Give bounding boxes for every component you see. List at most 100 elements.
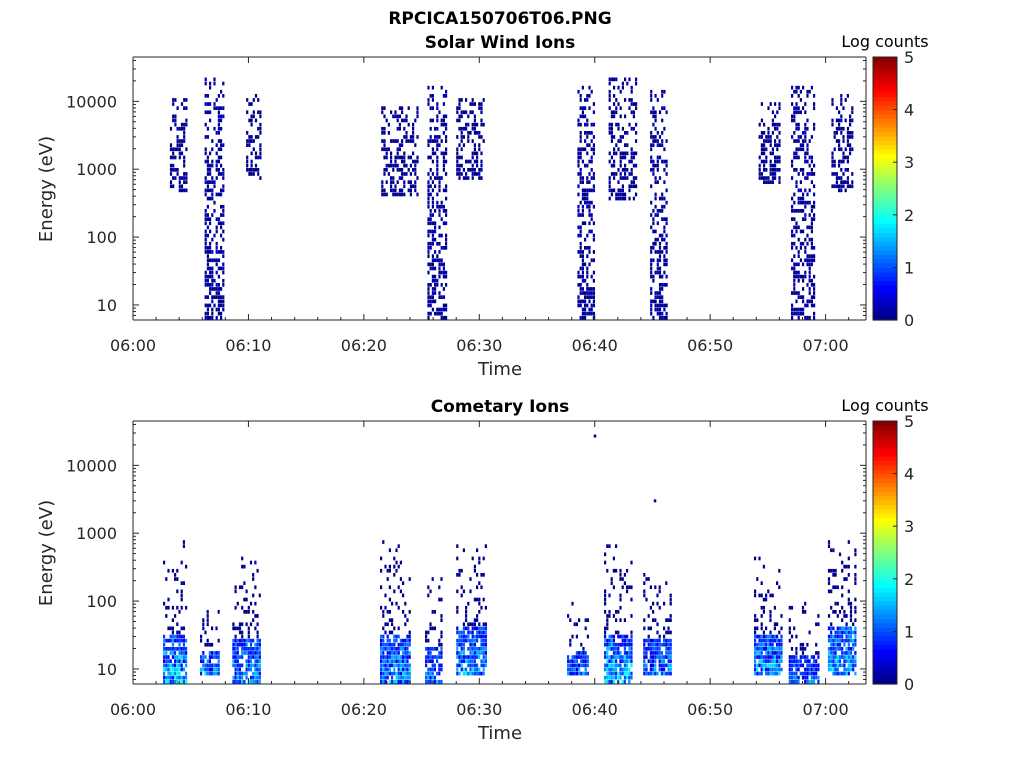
data-pixel	[643, 659, 646, 663]
data-pixel	[663, 667, 666, 672]
data-pixel	[388, 597, 391, 602]
colorbar-frame	[872, 56, 898, 321]
data-pixel	[586, 266, 589, 271]
data-pixel	[632, 102, 635, 106]
data-pixel	[386, 638, 389, 643]
data-pixel	[838, 176, 841, 180]
data-pixel	[390, 176, 393, 180]
data-pixel	[473, 663, 476, 668]
data-pixel	[398, 168, 401, 172]
data-pixel	[416, 106, 419, 110]
data-pixel	[465, 655, 468, 659]
data-pixel	[665, 262, 668, 267]
data-pixel	[222, 94, 225, 98]
data-burst	[827, 540, 857, 676]
data-pixel	[661, 311, 664, 316]
data-pixel	[802, 209, 805, 213]
data-pixel	[577, 250, 580, 254]
data-burst	[456, 544, 487, 676]
colorbar-segment	[873, 627, 897, 632]
data-pixel	[431, 237, 434, 242]
data-pixel	[241, 671, 244, 676]
data-pixel	[588, 200, 591, 205]
data-pixel	[810, 159, 813, 164]
data-pixel	[580, 659, 583, 663]
data-pixel	[793, 106, 796, 110]
data-pixel	[431, 307, 434, 312]
data-pixel	[460, 568, 463, 573]
data-pixel	[209, 266, 212, 271]
data-pixel	[482, 659, 485, 663]
data-burst	[643, 573, 672, 676]
data-pixel	[840, 102, 843, 106]
data-pixel	[623, 655, 626, 659]
data-pixel	[588, 209, 591, 213]
data-pixel	[185, 663, 188, 668]
data-pixel	[758, 638, 761, 643]
data-pixel	[813, 311, 816, 316]
data-pixel	[217, 250, 220, 254]
data-pixel	[652, 274, 655, 279]
data-pixel	[813, 246, 816, 250]
data-pixel	[665, 655, 668, 659]
data-pixel	[380, 651, 383, 655]
data-pixel	[652, 241, 655, 246]
data-pixel	[849, 614, 853, 618]
data-pixel	[257, 110, 260, 115]
data-pixel	[788, 638, 791, 643]
data-pixel	[832, 651, 835, 655]
data-pixel	[586, 274, 589, 279]
data-pixel	[171, 675, 174, 680]
data-pixel	[431, 291, 434, 295]
data-pixel	[830, 638, 833, 643]
data-pixel	[665, 159, 668, 164]
data-pixel	[831, 155, 834, 160]
data-pixel	[442, 159, 445, 164]
data-pixel	[241, 675, 244, 680]
data-burst	[200, 610, 220, 676]
data-pixel	[588, 213, 591, 217]
data-pixel	[793, 200, 796, 205]
data-pixel	[238, 671, 242, 676]
data-pixel	[592, 303, 595, 308]
data-pixel	[773, 651, 776, 655]
data-pixel	[650, 250, 653, 254]
data-pixel	[612, 675, 615, 680]
data-pixel	[847, 589, 850, 594]
data-pixel	[467, 626, 470, 631]
data-pixel	[440, 634, 443, 639]
data-pixel	[386, 667, 389, 672]
data-pixel	[615, 655, 618, 659]
data-pixel	[213, 180, 216, 184]
data-pixel	[391, 679, 394, 684]
data-pixel	[256, 655, 259, 659]
data-burst	[831, 94, 854, 193]
data-pixel	[586, 200, 589, 205]
data-pixel	[584, 307, 587, 312]
data-pixel	[460, 663, 463, 668]
data-pixel	[180, 679, 183, 684]
data-pixel	[846, 131, 849, 135]
colorbar-segment	[873, 491, 897, 497]
data-pixel	[174, 577, 177, 581]
data-pixel	[834, 573, 837, 577]
data-pixel	[773, 622, 776, 627]
data-pixel	[431, 577, 434, 581]
data-pixel	[635, 176, 638, 180]
colorbar-segment	[873, 57, 897, 62]
data-pixel	[458, 98, 461, 102]
data-pixel	[171, 568, 174, 573]
data-pixel	[575, 659, 578, 663]
data-pixel	[838, 118, 841, 123]
data-pixel	[402, 647, 405, 651]
y-axis-label: Energy (eV)	[36, 500, 57, 606]
data-pixel	[206, 274, 209, 279]
data-pixel	[174, 168, 177, 172]
data-pixel	[414, 180, 417, 184]
data-pixel	[584, 200, 587, 205]
data-pixel	[608, 634, 611, 639]
data-pixel	[580, 651, 583, 655]
data-pixel	[478, 610, 481, 614]
data-pixel	[445, 172, 448, 176]
data-pixel	[760, 642, 763, 647]
